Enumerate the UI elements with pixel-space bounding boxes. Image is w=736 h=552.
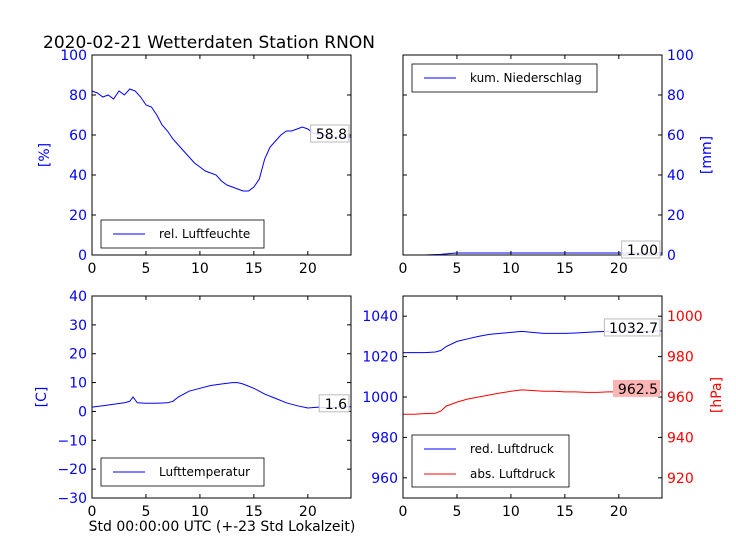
y-tick-label-right: 20 (667, 208, 685, 224)
legend-box (411, 434, 570, 488)
y-tick-label: 40 (69, 168, 87, 184)
y-tick-label: 960 (371, 471, 398, 487)
y-tick-label: 10 (69, 376, 87, 392)
legend-label: kum. Niederschlag (470, 71, 582, 85)
x-tick-label: 0 (88, 504, 97, 520)
y-tick-label: −30 (57, 491, 87, 507)
x-tick-label: 15 (556, 261, 574, 277)
x-tick-label: 0 (399, 504, 408, 520)
plot-frame (91, 295, 352, 499)
x-tick-label: 5 (141, 504, 150, 520)
x-tick-label: 15 (245, 504, 263, 520)
y-tick-label: 0 (78, 248, 87, 264)
y-axis-label: [C] (34, 387, 50, 408)
y-tick-label: −20 (57, 462, 87, 478)
x-tick-label: 0 (399, 261, 408, 277)
x-tick-label: 0 (88, 261, 97, 277)
y-tick-label: 40 (69, 289, 87, 305)
series-line-temperature-0 (91, 382, 351, 409)
x-tick-label: 10 (191, 504, 209, 520)
panel-precipitation: 0 5 10 15 20 0 20 40 60 80 100 [mm] 1.00 kum. Nieders… (399, 48, 715, 277)
y-tick-label-right: 40 (667, 168, 685, 184)
legend-label: red. Luftdruck (470, 442, 554, 456)
x-tick-label: 10 (502, 504, 520, 520)
x-tick-label: 20 (610, 504, 628, 520)
panel-pressure: 0 5 10 15 20 960 980 1000 1020 1040 920 940 960 980 10… (362, 295, 725, 520)
panel-humidity: 0 5 10 15 20 0 20 40 60 80 100 [%] 58.8 rel. Luftfeuc… (37, 48, 352, 277)
series-line-humidity-0 (91, 88, 351, 192)
y-tick-label-right: 100 (667, 48, 694, 64)
y2-tick-label: 960 (667, 390, 694, 406)
y-tick-label: −10 (57, 433, 87, 449)
y-tick-label: 100 (60, 48, 87, 64)
legend-label: Lufttemperatur (159, 465, 250, 479)
y-tick-label-right: 0 (667, 248, 676, 264)
x-tick-label: 5 (452, 261, 461, 277)
y-axis-label: [%] (37, 143, 53, 167)
y-axis-label: [mm] (699, 136, 715, 174)
x-tick-label: 15 (245, 261, 263, 277)
annotation-value: 1.6 (325, 397, 347, 413)
y2-tick-label: 920 (667, 471, 694, 487)
y-axis-label: [hPa] (709, 377, 725, 413)
y-tick-label: 30 (69, 318, 87, 334)
annotation-box (613, 379, 660, 397)
annotation-box (310, 124, 350, 143)
panel-temperature: 0 5 10 15 20 −30 −20 −10 0 10 20 30 40 [C] Std 00:00:0… (34, 289, 355, 535)
annotation-box (621, 240, 661, 259)
legend-label: abs. Luftdruck (470, 467, 555, 481)
y2-tick-label: 1000 (667, 309, 703, 325)
annotation-value: 962.5 (618, 382, 658, 398)
y2-tick-label: 980 (667, 350, 694, 366)
y-tick-label: 1020 (362, 350, 398, 366)
annotation-box (318, 394, 350, 413)
x-tick-label: 5 (141, 261, 150, 277)
annotation-value: 58.8 (316, 127, 347, 143)
y-tick-label: 60 (69, 128, 87, 144)
x-tick-label: 5 (452, 504, 461, 520)
plot-frame (402, 54, 663, 256)
y-tick-label: 0 (78, 404, 87, 420)
legend-box (100, 219, 265, 249)
y2-tick-label: 940 (667, 430, 694, 446)
y-tick-label-right: 80 (667, 88, 685, 104)
chart-title: 2020-02-21 Wetterdaten Station RNON (43, 33, 375, 53)
x-tick-label: 20 (299, 504, 317, 520)
x-axis-label: Std 00:00:00 UTC (+-23 Std Lokalzeit) (89, 519, 356, 535)
x-tick-label: 10 (191, 261, 209, 277)
legend-label: rel. Luftfeuchte (159, 227, 250, 241)
y-tick-label: 20 (69, 208, 87, 224)
x-tick-label: 20 (610, 261, 628, 277)
y-tick-label: 20 (69, 347, 87, 363)
annotation-value: 1032.7 (609, 321, 658, 337)
x-tick-label: 20 (299, 261, 317, 277)
annotation-value: 1.00 (627, 243, 658, 259)
y-tick-label: 1040 (362, 309, 398, 325)
annotation-box (603, 318, 661, 337)
plot-frame (91, 54, 352, 256)
y-tick-label: 1000 (362, 390, 398, 406)
y-tick-label: 80 (69, 88, 87, 104)
x-tick-label: 15 (556, 504, 574, 520)
y-tick-label: 980 (371, 430, 398, 446)
y-tick-label-right: 60 (667, 128, 685, 144)
x-tick-label: 10 (502, 261, 520, 277)
